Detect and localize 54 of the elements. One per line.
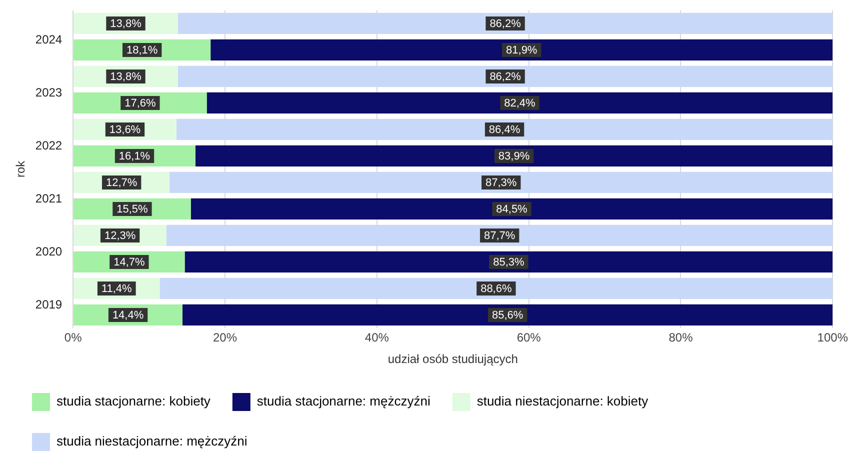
data-label: 13,8% <box>110 70 142 83</box>
data-label: 83,9% <box>498 150 530 162</box>
data-label: 82,4% <box>504 97 536 110</box>
data-label: 11,4% <box>101 282 132 295</box>
y-tick-label: 2019 <box>35 297 62 312</box>
legend-label: studia stacjonarne: mężczyźni <box>256 394 430 409</box>
data-label: 18,1% <box>126 44 158 56</box>
bar <box>176 118 833 140</box>
bar <box>178 12 833 34</box>
data-label: 14,7% <box>114 256 145 268</box>
y-axis-title: rok <box>14 160 28 178</box>
y-tick-label: 2023 <box>35 85 62 100</box>
x-tick-label: 20% <box>212 330 238 345</box>
data-label: 16,1% <box>118 150 150 162</box>
data-label: 12,7% <box>106 176 138 189</box>
data-label: 13,8% <box>110 18 142 30</box>
data-label: 12,3% <box>104 230 136 242</box>
data-label: 15,5% <box>116 203 148 216</box>
data-label: 86,2% <box>490 18 522 30</box>
data-label: 86,2% <box>490 70 522 83</box>
y-tick-label: 2020 <box>35 244 62 258</box>
data-label: 84,5% <box>496 203 528 216</box>
data-label: 87,7% <box>484 230 516 242</box>
bar <box>206 92 833 114</box>
legend-label: studia niestacjonarne: kobiety <box>476 394 649 409</box>
data-label: 87,3% <box>486 176 517 189</box>
legend-label: studia stacjonarne: kobiety <box>56 394 211 409</box>
bar <box>184 251 833 273</box>
bar <box>166 224 833 246</box>
data-label: 88,6% <box>480 282 512 295</box>
data-label: 17,6% <box>124 97 156 110</box>
x-axis-title: udział osób studiujących <box>388 352 518 366</box>
data-label: 85,3% <box>493 256 525 268</box>
x-tick-label: 60% <box>516 330 542 345</box>
data-label: 14,4% <box>112 309 144 322</box>
y-tick-label: 2021 <box>35 191 62 206</box>
x-tick-label: 100% <box>817 330 848 345</box>
bar <box>182 304 833 326</box>
y-tick-label: 2024 <box>35 32 62 46</box>
bar <box>160 278 833 300</box>
data-label: 85,6% <box>492 309 524 322</box>
bar <box>190 198 833 220</box>
bar <box>210 39 833 61</box>
bar <box>170 172 833 194</box>
x-tick-label: 80% <box>668 330 694 345</box>
data-label: 13,6% <box>109 124 141 136</box>
bar <box>178 66 833 88</box>
bar <box>195 145 833 167</box>
x-tick-label: 0% <box>64 330 82 345</box>
x-tick-label: 40% <box>364 330 390 345</box>
data-label: 81,9% <box>506 44 538 56</box>
data-label: 86,4% <box>488 124 520 136</box>
y-tick-label: 2022 <box>35 138 62 152</box>
legend-label: studia niestacjonarne: mężczyźni <box>56 434 248 449</box>
